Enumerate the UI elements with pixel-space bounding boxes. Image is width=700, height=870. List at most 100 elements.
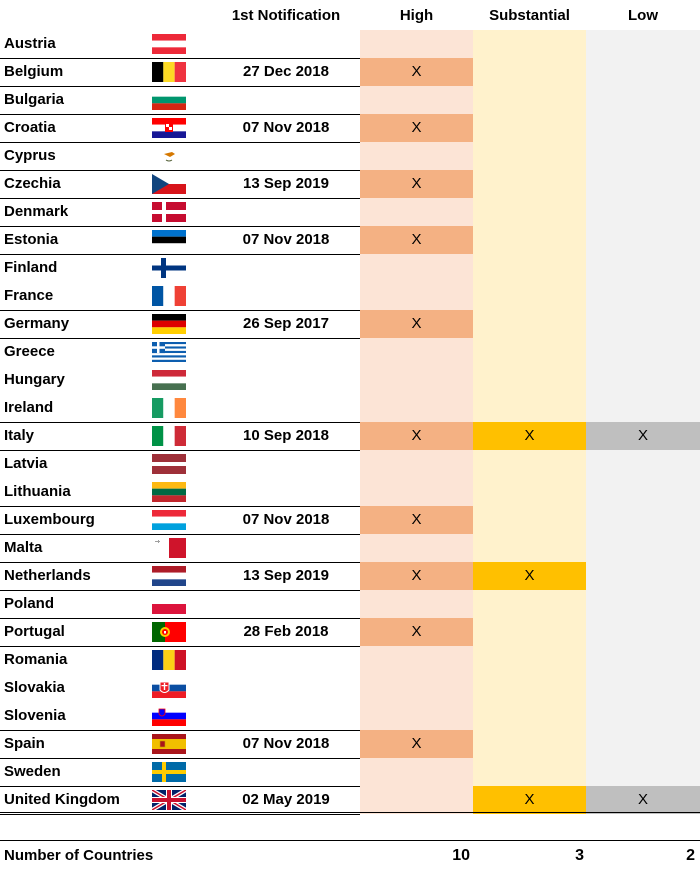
assurance-low-cell (586, 142, 700, 170)
assurance-high-cell (360, 282, 473, 310)
czechia-flag-icon (152, 174, 186, 194)
france-flag-icon (152, 286, 186, 306)
assurance-substantial-cell (473, 730, 586, 758)
notification-date: 07 Nov 2018 (242, 231, 330, 248)
country-name: Lithuania (4, 483, 71, 500)
assurance-low-cell (586, 478, 700, 506)
country-name: Netherlands (4, 567, 91, 584)
table-row: Slovakia (0, 674, 700, 702)
table-row: Poland (0, 590, 700, 618)
notification-date (216, 254, 356, 282)
austria-flag-icon (152, 34, 186, 54)
assurance-substantial-cell (473, 674, 586, 702)
row-divider (0, 422, 360, 423)
table-row: Denmark (0, 198, 700, 226)
row-divider (0, 58, 360, 59)
notification-date (216, 30, 356, 58)
assurance-low-cell (586, 58, 700, 86)
notification-date: 13 Sep 2019 (243, 175, 329, 192)
assurance-low-cell (586, 198, 700, 226)
table-row: Slovenia (0, 702, 700, 730)
luxembourg-flag-icon (152, 510, 186, 530)
assurance-low-cell (586, 534, 700, 562)
notification-date (216, 590, 356, 618)
assurance-high-cell (360, 366, 473, 394)
assurance-high-cell (360, 702, 473, 730)
country-name: Bulgaria (4, 91, 65, 108)
assurance-substantial-cell (473, 590, 586, 618)
portugal-flag-icon (152, 622, 186, 642)
assurance-low-cell (586, 562, 700, 590)
table-row: United Kingdom 02 May 2019 X X (0, 786, 700, 814)
table-row: Luxembourg 07 Nov 2018 X (0, 506, 700, 534)
country-name: Luxembourg (4, 511, 95, 528)
assurance-substantial-cell (473, 310, 586, 338)
assurance-high-cell (360, 450, 473, 478)
notification-date (216, 674, 356, 702)
notification-date (216, 86, 356, 114)
assurance-low-cell (586, 394, 700, 422)
table-row: Germany 26 Sep 2017 X (0, 310, 700, 338)
table-row: Bulgaria (0, 86, 700, 114)
assurance-high-cell (360, 758, 473, 786)
assurance-low-cell (586, 254, 700, 282)
ireland-flag-icon (152, 398, 186, 418)
header-first-notification: 1st Notification (231, 6, 341, 24)
header-substantial: Substantial (489, 6, 570, 24)
assurance-substantial-cell: X (473, 786, 586, 814)
table-row: Cyprus (0, 142, 700, 170)
country-name: Czechia (4, 175, 61, 192)
assurance-low-cell (586, 366, 700, 394)
header-high: High (399, 6, 434, 24)
assurance-high-cell (360, 478, 473, 506)
united-kingdom-flag-icon (150, 788, 188, 812)
assurance-low-cell (586, 86, 700, 114)
country-name: Belgium (4, 63, 64, 80)
country-name: Latvia (4, 455, 48, 472)
row-divider (0, 170, 360, 171)
assurance-substantial-cell (473, 366, 586, 394)
notification-date: 13 Sep 2019 (243, 567, 329, 584)
assurance-low-cell (586, 646, 700, 674)
notification-date: 28 Feb 2018 (243, 623, 329, 640)
assurance-substantial-cell (473, 198, 586, 226)
assurance-low-cell: X (586, 422, 700, 450)
country-name: France (4, 287, 54, 304)
country-name: Slovenia (4, 707, 66, 724)
cyprus-flag-icon (152, 146, 186, 166)
row-divider (0, 86, 360, 87)
assurance-high-cell (360, 86, 473, 114)
romania-flag-icon (152, 650, 186, 670)
table-row: Portugal 28 Feb 2018 X (0, 618, 700, 646)
finland-flag-icon (152, 258, 186, 278)
assurance-high-cell (360, 198, 473, 226)
sweden-flag-icon (152, 762, 186, 782)
assurance-substantial-cell (473, 506, 586, 534)
assurance-substantial-cell (473, 142, 586, 170)
country-name: Austria (4, 35, 56, 52)
assurance-low-cell (586, 730, 700, 758)
country-name: Romania (4, 651, 68, 668)
row-divider (0, 338, 360, 339)
assurance-high-cell: X (360, 506, 473, 534)
notification-date (216, 142, 356, 170)
notification-date: 07 Nov 2018 (242, 511, 330, 528)
assurance-substantial-cell (473, 338, 586, 366)
assurance-substantial-cell (473, 450, 586, 478)
latvia-flag-icon (152, 454, 186, 474)
country-name: Estonia (4, 231, 59, 248)
notification-date: 02 May 2019 (242, 791, 330, 808)
italy-flag-icon (152, 426, 186, 446)
assurance-high-cell (360, 534, 473, 562)
row-divider (0, 646, 360, 647)
table-row: Czechia 13 Sep 2019 X (0, 170, 700, 198)
assurance-low-cell (586, 618, 700, 646)
row-divider (0, 786, 360, 787)
country-name: Poland (4, 595, 55, 612)
table-row: Belgium 27 Dec 2018 X (0, 58, 700, 86)
country-name: Ireland (4, 399, 54, 416)
assurance-low-cell: X (586, 786, 700, 814)
germany-flag-icon (152, 314, 186, 334)
bulgaria-flag-icon (152, 90, 186, 110)
row-divider (0, 730, 360, 731)
